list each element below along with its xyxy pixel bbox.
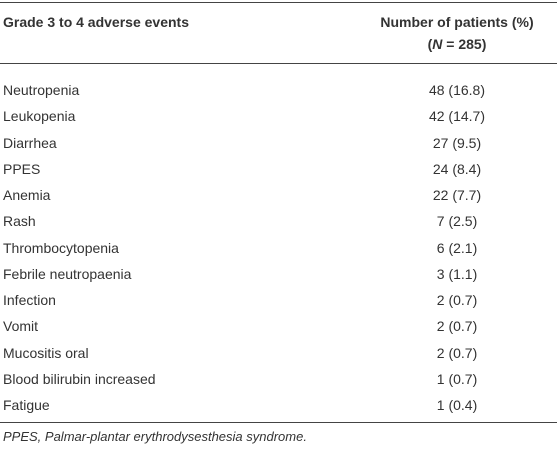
event-cell: Infection	[3, 292, 56, 308]
event-cell: Diarrhea	[3, 134, 57, 151]
event-cell: Anemia	[3, 187, 51, 203]
footnote: PPES, Palmar-plantar erythrodysesthesia …	[3, 429, 307, 444]
event-cell: Mucositis oral	[3, 344, 89, 361]
count-cell: 24 (8.4)	[432, 160, 482, 177]
event-cell: Febrile neutropaenia	[3, 265, 132, 282]
event-cell: Blood bilirubin increased	[3, 370, 156, 387]
header-subcell: (N = 285)	[357, 35, 557, 53]
count-cell: 1 (0.4)	[436, 397, 478, 413]
count-total: = 285)	[442, 36, 487, 52]
count-cell: 42 (14.7)	[428, 108, 486, 125]
event-cell: PPES	[3, 160, 41, 177]
count-cell: 7 (2.5)	[436, 213, 478, 230]
event-cell: Rash	[3, 213, 36, 230]
count-cell: 2 (0.7)	[436, 344, 478, 361]
count-cell: 2 (0.7)	[436, 318, 478, 335]
event-cell: Neutropenia	[3, 82, 80, 98]
count-cell: 2 (0.7)	[436, 292, 478, 308]
count-cell: 3 (1.1)	[436, 265, 478, 282]
count-cell: 22 (7.7)	[432, 187, 482, 203]
event-cell: Thrombocytopenia	[3, 239, 119, 256]
header-cell: Grade 3 to 4 adverse events	[3, 14, 189, 30]
count-cell: 1 (0.7)	[436, 370, 478, 387]
bottom-rule	[0, 422, 557, 423]
header-cell: Number of patients (%)	[380, 14, 534, 30]
count-cell: 48 (16.8)	[428, 82, 486, 98]
header-rule	[0, 63, 557, 64]
count-cell: 27 (9.5)	[432, 134, 482, 151]
event-cell: Leukopenia	[3, 108, 76, 125]
count-cell: 6 (2.1)	[436, 239, 478, 256]
top-rule	[0, 2, 557, 3]
event-cell: Vomit	[3, 318, 39, 335]
event-cell: Fatigue	[3, 397, 50, 413]
symbol: N	[432, 36, 443, 52]
paren: (	[427, 36, 433, 52]
